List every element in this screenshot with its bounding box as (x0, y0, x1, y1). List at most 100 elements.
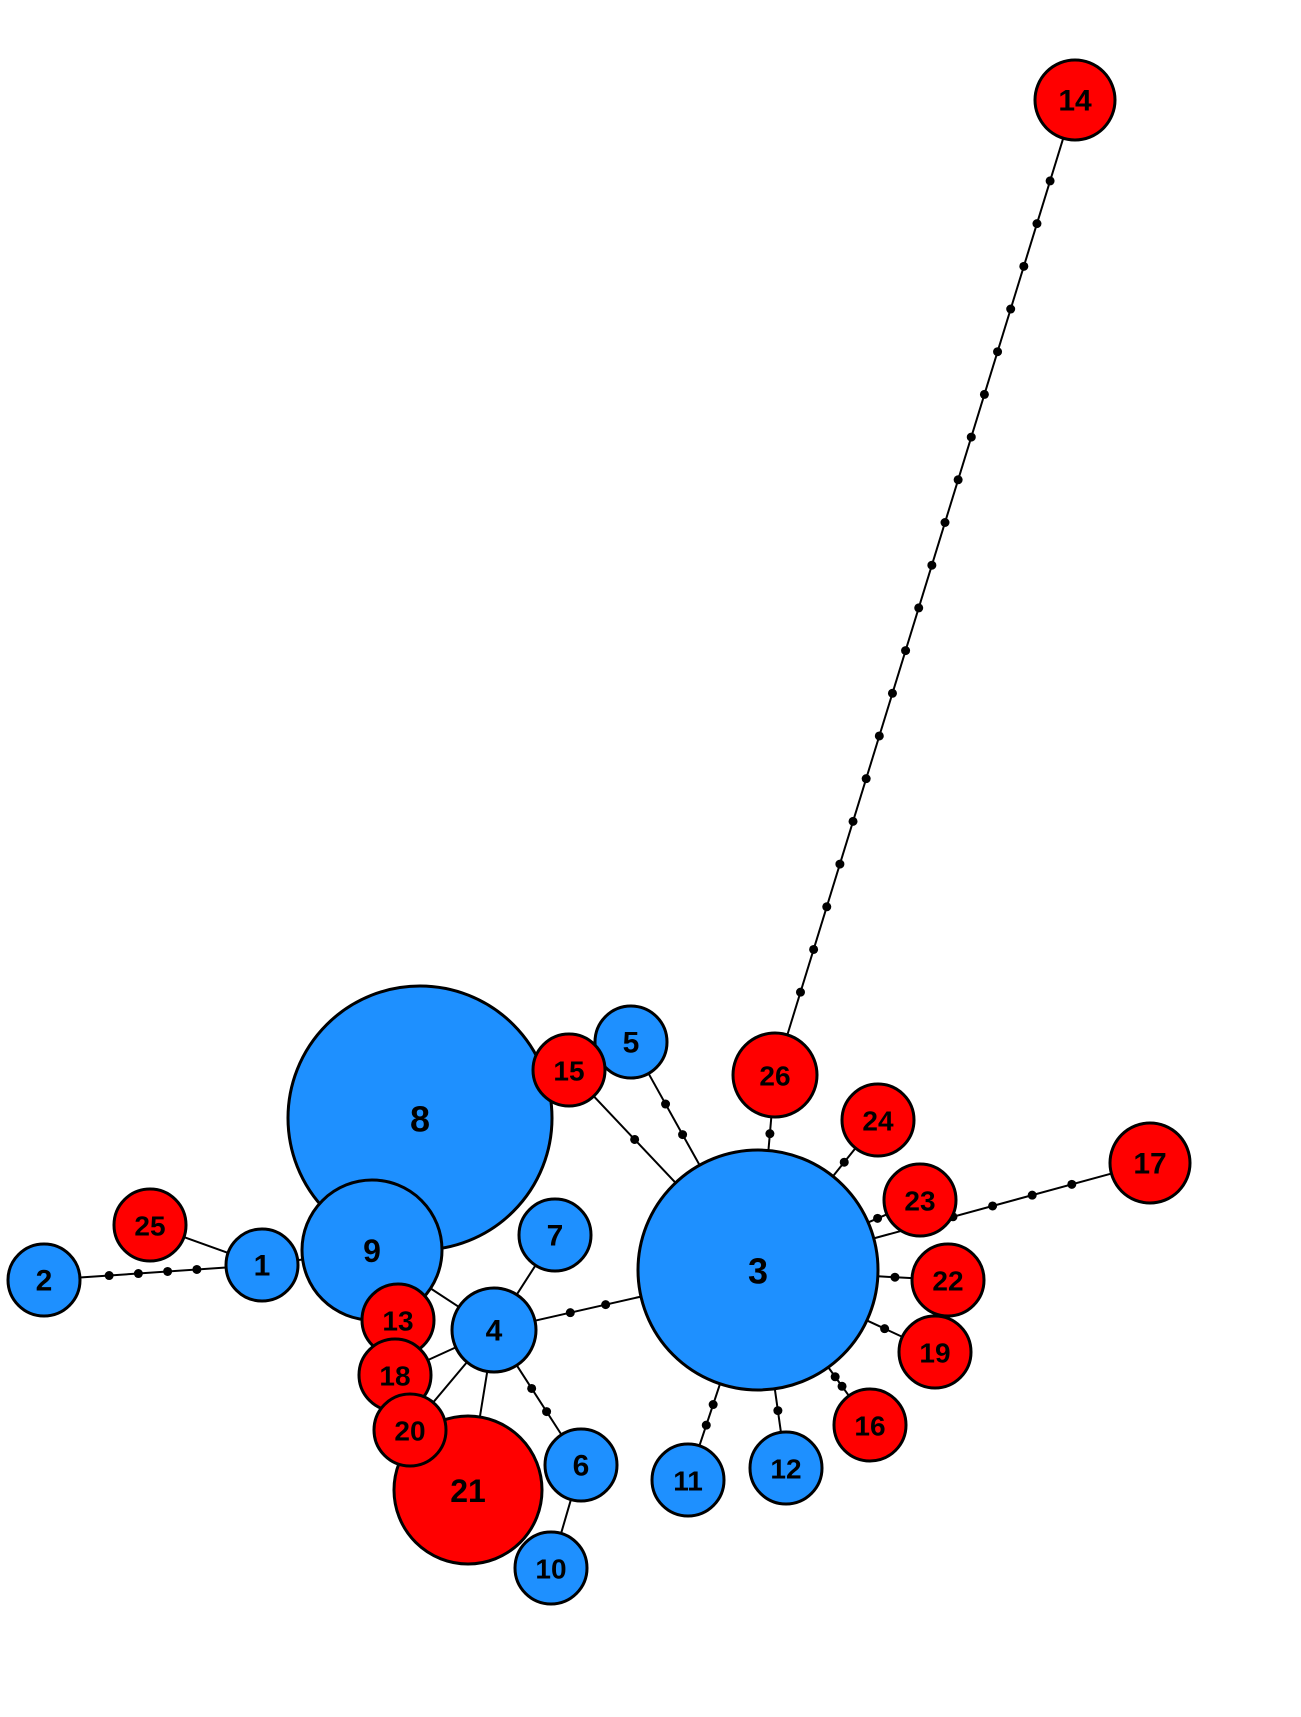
mutation-dot (527, 1384, 536, 1393)
mutation-dot (875, 731, 884, 740)
mutation-dot (566, 1308, 575, 1317)
mutation-dot (862, 774, 871, 783)
mutation-dot (873, 1214, 882, 1223)
node-label: 15 (553, 1056, 584, 1087)
edge (433, 1362, 467, 1402)
node-12: 12 (750, 1432, 822, 1504)
mutation-dot (888, 689, 897, 698)
mutation-dot (601, 1300, 610, 1309)
node-7: 7 (519, 1199, 591, 1271)
node-label: 19 (919, 1338, 950, 1369)
mutation-dot (838, 1382, 847, 1391)
edge (828, 1367, 849, 1396)
network-diagram: 8321942614171256710111213151618192022232… (0, 0, 1301, 1717)
mutation-dot (1006, 305, 1015, 314)
mutation-dot (105, 1271, 114, 1280)
node-label: 18 (379, 1361, 410, 1392)
edge (561, 1500, 571, 1534)
node-label: 14 (1058, 85, 1092, 118)
mutation-dot (993, 347, 1002, 356)
edge (517, 1265, 536, 1294)
node-label: 5 (623, 1027, 640, 1060)
edge (787, 138, 1063, 1035)
node-15: 15 (533, 1034, 605, 1106)
node-4: 4 (452, 1288, 536, 1372)
mutation-dot (831, 1372, 840, 1381)
mutation-dot (890, 1273, 899, 1282)
mutation-dot (988, 1201, 997, 1210)
mutation-dot (927, 561, 936, 570)
mutation-dot (880, 1324, 889, 1333)
node-label: 9 (363, 1233, 381, 1269)
node-10: 10 (515, 1532, 587, 1604)
node-label: 2 (36, 1265, 53, 1298)
mutation-dot (849, 817, 858, 826)
node-label: 25 (134, 1211, 165, 1242)
node-22: 22 (912, 1244, 984, 1316)
node-label: 7 (547, 1220, 564, 1253)
edge (699, 1384, 720, 1446)
node-label: 21 (450, 1473, 486, 1509)
mutation-dot (1019, 262, 1028, 271)
mutation-dot (954, 475, 963, 484)
mutation-dot (678, 1130, 687, 1139)
node-label: 11 (673, 1466, 703, 1497)
mutation-dot (914, 603, 923, 612)
node-1: 1 (226, 1229, 298, 1301)
node-label: 10 (535, 1554, 566, 1585)
mutation-dot (630, 1135, 639, 1144)
mutation-dot (1046, 176, 1055, 185)
node-24: 24 (842, 1084, 914, 1156)
mutation-dot (542, 1407, 551, 1416)
node-label: 26 (759, 1061, 790, 1092)
mutation-dot (1032, 219, 1041, 228)
node-26: 26 (733, 1033, 817, 1117)
mutation-dot (822, 902, 831, 911)
mutation-dot (840, 1158, 849, 1167)
node-11: 11 (652, 1444, 724, 1516)
edge (517, 1365, 562, 1434)
node-label: 6 (573, 1450, 590, 1483)
edge (535, 1297, 641, 1321)
mutation-dot (773, 1406, 782, 1415)
node-label: 22 (932, 1266, 963, 1297)
node-label: 12 (770, 1454, 801, 1485)
node-16: 16 (834, 1389, 906, 1461)
node-3: 3 (638, 1150, 878, 1390)
mutation-dot (796, 988, 805, 997)
mutation-dot (709, 1400, 718, 1409)
mutation-dot (901, 646, 910, 655)
node-label: 13 (382, 1306, 413, 1337)
edge (184, 1237, 228, 1253)
mutation-dot (980, 390, 989, 399)
nodes-layer: 8321942614171256710111213151618192022232… (8, 60, 1190, 1604)
node-19: 19 (899, 1316, 971, 1388)
node-label: 8 (410, 1099, 430, 1140)
node-23: 23 (884, 1164, 956, 1236)
node-label: 1 (254, 1250, 271, 1283)
mutation-dot (163, 1267, 172, 1276)
mutation-dot (702, 1421, 711, 1430)
node-label: 3 (748, 1251, 768, 1292)
node-label: 4 (486, 1315, 503, 1348)
edge (480, 1371, 487, 1417)
edge (649, 1073, 700, 1165)
node-25: 25 (114, 1189, 186, 1261)
mutation-dot (1028, 1191, 1037, 1200)
mutation-dot (661, 1100, 670, 1109)
node-label: 17 (1133, 1148, 1166, 1181)
mutation-dot (835, 860, 844, 869)
node-label: 16 (854, 1411, 885, 1442)
node-2: 2 (8, 1244, 80, 1316)
mutation-dot (1067, 1180, 1076, 1189)
mutation-dot (192, 1265, 201, 1274)
node-6: 6 (545, 1429, 617, 1501)
mutation-dot (967, 433, 976, 442)
node-20: 20 (374, 1394, 446, 1466)
mutation-dot (941, 518, 950, 527)
node-17: 17 (1110, 1123, 1190, 1203)
node-14: 14 (1035, 60, 1115, 140)
edge (428, 1347, 456, 1360)
mutation-dot (134, 1269, 143, 1278)
edge (431, 1288, 459, 1307)
